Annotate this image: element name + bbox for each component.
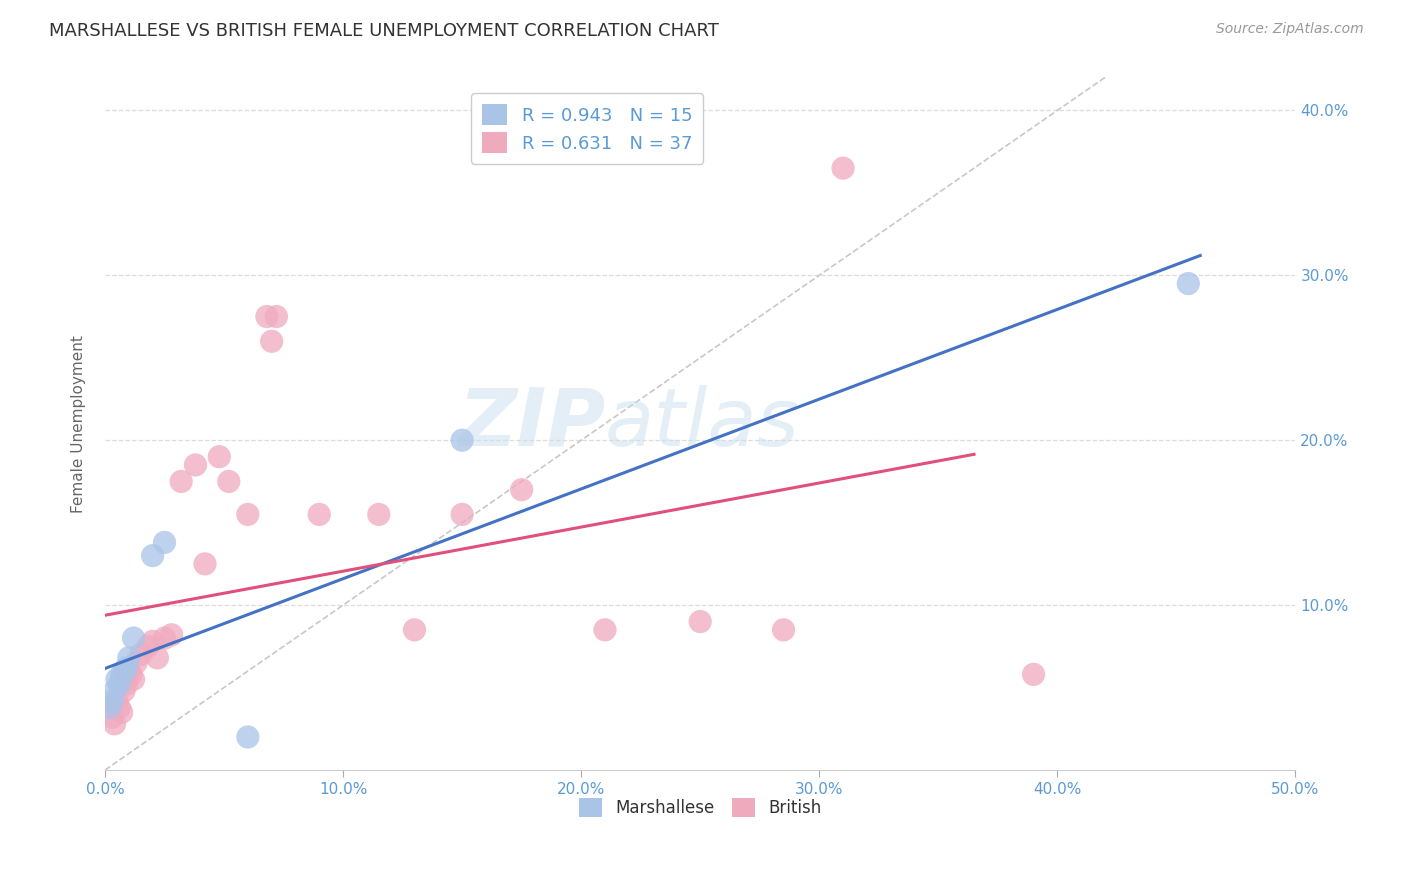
- Point: [160, 628, 183, 642]
- Point: [194, 557, 217, 571]
- Point: [308, 508, 330, 522]
- Point: [184, 458, 207, 472]
- Point: [260, 334, 283, 349]
- Point: [118, 664, 141, 678]
- Point: [105, 694, 128, 708]
- Point: [98, 700, 121, 714]
- Point: [125, 656, 148, 670]
- Point: [832, 161, 855, 175]
- Point: [146, 651, 169, 665]
- Y-axis label: Female Unemployment: Female Unemployment: [72, 334, 86, 513]
- Point: [142, 549, 165, 563]
- Point: [103, 683, 125, 698]
- Point: [170, 475, 193, 489]
- Point: [108, 700, 131, 714]
- Point: [256, 310, 278, 324]
- Point: [1022, 667, 1045, 681]
- Text: MARSHALLESE VS BRITISH FEMALE UNEMPLOYMENT CORRELATION CHART: MARSHALLESE VS BRITISH FEMALE UNEMPLOYME…: [49, 22, 718, 40]
- Point: [1177, 277, 1199, 291]
- Point: [111, 667, 134, 681]
- Point: [593, 623, 616, 637]
- Point: [98, 700, 121, 714]
- Point: [118, 651, 141, 665]
- Point: [105, 673, 128, 687]
- Text: ZIP: ZIP: [457, 384, 605, 463]
- Point: [111, 706, 134, 720]
- Point: [266, 310, 288, 324]
- Legend: Marshallese, British: Marshallese, British: [572, 791, 828, 824]
- Point: [236, 730, 259, 744]
- Point: [115, 677, 138, 691]
- Point: [367, 508, 389, 522]
- Point: [153, 535, 176, 549]
- Point: [404, 623, 426, 637]
- Point: [136, 640, 159, 654]
- Point: [218, 475, 240, 489]
- Point: [451, 508, 474, 522]
- Point: [112, 683, 135, 698]
- Point: [208, 450, 231, 464]
- Point: [120, 667, 142, 681]
- Point: [142, 634, 165, 648]
- Point: [101, 694, 124, 708]
- Point: [772, 623, 794, 637]
- Point: [112, 664, 135, 678]
- Point: [451, 434, 474, 448]
- Point: [115, 661, 138, 675]
- Point: [122, 631, 145, 645]
- Point: [129, 648, 152, 662]
- Point: [153, 631, 176, 645]
- Point: [101, 710, 124, 724]
- Point: [103, 716, 125, 731]
- Point: [108, 677, 131, 691]
- Text: Source: ZipAtlas.com: Source: ZipAtlas.com: [1216, 22, 1364, 37]
- Point: [510, 483, 533, 497]
- Point: [689, 615, 711, 629]
- Text: atlas: atlas: [605, 384, 800, 463]
- Point: [236, 508, 259, 522]
- Point: [122, 673, 145, 687]
